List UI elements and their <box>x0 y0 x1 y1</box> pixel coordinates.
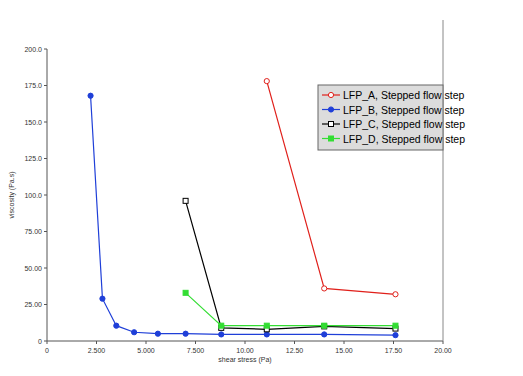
data-point <box>183 290 188 295</box>
data-point <box>183 331 188 336</box>
data-point <box>264 323 269 328</box>
x-tick <box>294 341 295 344</box>
x-tick-label: 17.50 <box>385 347 403 354</box>
x-tick-label: 12.50 <box>286 347 304 354</box>
x-tick-label: 10.00 <box>236 347 254 354</box>
y-tick <box>44 341 47 342</box>
x-tick-label: 0 <box>45 347 49 354</box>
y-tick <box>44 85 47 86</box>
legend-marker <box>328 92 333 97</box>
y-tick-label: 0 <box>38 338 42 345</box>
y-axis-label: viscosity (Pa.s) <box>8 171 16 218</box>
legend: LFP_A, Stepped flow step LFP_B, Stepped f… <box>318 85 465 150</box>
x-tick-label: 2.500 <box>88 347 106 354</box>
data-point <box>264 79 269 84</box>
y-tick-label: 25.00 <box>24 301 42 308</box>
y-tick <box>44 304 47 305</box>
y-tick <box>44 158 47 159</box>
data-point <box>219 323 224 328</box>
legend-label: LFP_C, Stepped flow step <box>343 118 465 130</box>
y-tick <box>44 122 47 123</box>
data-point <box>88 93 93 98</box>
legend-label: LFP_D, Stepped flow step <box>343 133 465 145</box>
legend-marker <box>328 107 333 112</box>
data-point <box>322 332 327 337</box>
x-axis-label: shear stress (Pa) <box>218 356 271 364</box>
data-point <box>114 323 119 328</box>
data-point <box>393 333 398 338</box>
data-point <box>219 332 224 337</box>
series-line <box>186 293 396 326</box>
x-tick <box>344 341 345 344</box>
x-tick <box>96 341 97 344</box>
chart: 0 2.500 5.000 7.500 10.00 12.50 15.00 17.50 20.0… <box>0 0 523 376</box>
x-tick <box>393 341 394 344</box>
y-tick-label: 75.00 <box>24 228 42 235</box>
data-point <box>322 324 327 329</box>
right-border <box>443 20 444 341</box>
legend-marker <box>329 136 334 141</box>
y-tick-label: 100.0 <box>24 192 42 199</box>
x-tick-label: 5.000 <box>137 347 155 354</box>
y-tick <box>44 268 47 269</box>
legend-marker <box>329 122 334 127</box>
y-tick <box>44 49 47 50</box>
y-tick-label: 175.0 <box>24 82 42 89</box>
x-tick-label: 7.500 <box>187 347 205 354</box>
y-tick-label: 125.0 <box>24 155 42 162</box>
data-point <box>183 198 188 203</box>
y-tick <box>44 231 47 232</box>
legend-label: LFP_A, Stepped flow step <box>343 89 465 101</box>
data-point <box>264 332 269 337</box>
y-tick <box>44 195 47 196</box>
x-tick-label: 20.00 <box>434 347 452 354</box>
x-tick <box>146 341 147 344</box>
legend-label: LFP_B, Stepped flow step <box>343 104 465 116</box>
y-tick-label: 150.0 <box>24 119 42 126</box>
data-point <box>100 296 105 301</box>
data-point <box>393 292 398 297</box>
data-point <box>322 323 327 328</box>
data-point <box>393 323 398 328</box>
x-tick-label: 15.00 <box>335 347 353 354</box>
x-tick <box>443 341 444 344</box>
x-tick <box>245 341 246 344</box>
data-point <box>155 331 160 336</box>
data-point <box>322 286 327 291</box>
y-tick-label: 50.00 <box>24 265 42 272</box>
y-tick-label: 200.0 <box>24 46 42 53</box>
x-tick <box>195 341 196 344</box>
data-point <box>132 330 137 335</box>
series-line <box>186 201 396 329</box>
